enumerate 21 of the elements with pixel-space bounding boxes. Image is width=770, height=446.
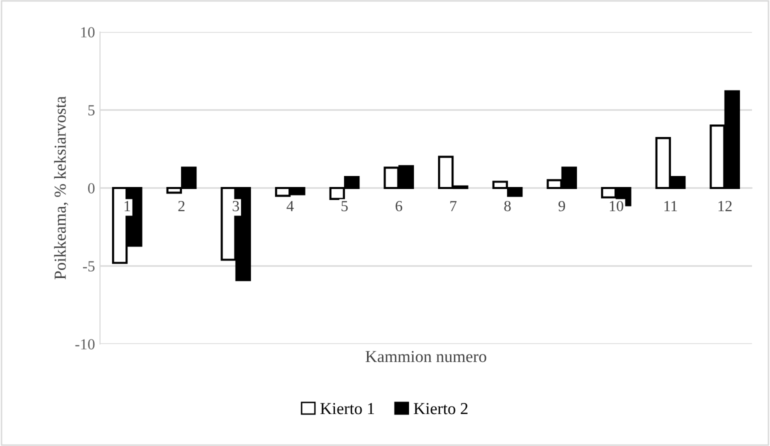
legend-label: Kierto 1 — [320, 403, 374, 414]
x-tick-label: 8 — [504, 200, 511, 212]
x-tick-label: 4 — [286, 201, 294, 212]
y-tick-label: 10 — [81, 27, 95, 38]
x-tick-label: 1 — [124, 201, 130, 212]
x-tick-label: 3 — [232, 200, 240, 212]
x-tick-label: 6 — [396, 200, 402, 212]
x-tick-label: 2 — [178, 200, 184, 212]
x-tick-label: 9 — [558, 200, 566, 212]
x-axis-title: Kammion numero — [366, 350, 486, 362]
x-tick-label: 5 — [342, 201, 348, 212]
x-tick-label: 10 — [610, 200, 624, 212]
x-tick-label: 12 — [718, 200, 732, 212]
x-tick-label: 11 — [664, 201, 677, 212]
y-tick-label: -10 — [75, 339, 95, 350]
x-tick-label: 7 — [450, 201, 457, 212]
y-tick-label: -5 — [82, 261, 95, 272]
y-axis-title: Poikkeama, % keksiarvosta — [54, 96, 68, 280]
legend-label: Kierto 2 — [414, 403, 468, 414]
y-tick-label: 0 — [88, 183, 95, 194]
y-tick-label: 5 — [88, 105, 95, 116]
